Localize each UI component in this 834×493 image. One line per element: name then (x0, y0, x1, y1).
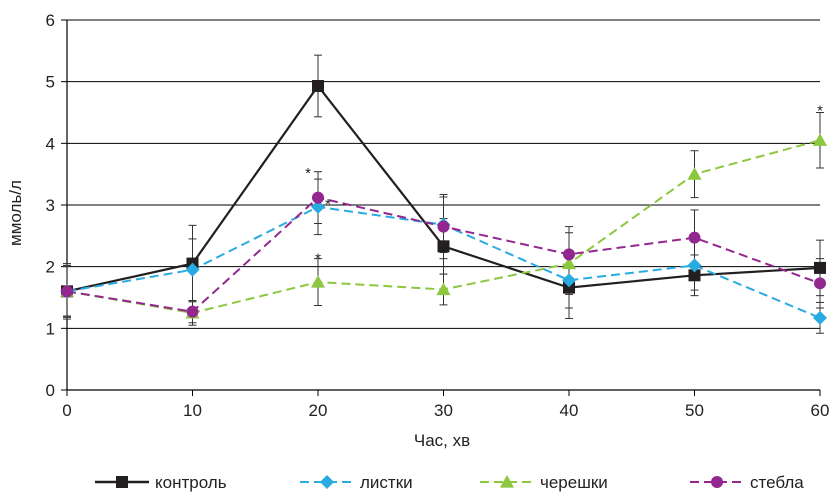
legend-marker-0 (116, 476, 128, 488)
series-markers (60, 79, 827, 325)
legend-item-0: контроль (95, 473, 227, 492)
series-3-point-0 (61, 285, 73, 298)
legend-item-3: стебла (690, 473, 804, 492)
series-0-point-2 (312, 79, 324, 92)
y-tick-label-2: 2 (46, 258, 55, 277)
legend: контроль листки черешки стебла (95, 473, 804, 492)
legend-marker-2 (500, 475, 514, 488)
y-tick-label-0: 0 (46, 381, 55, 400)
series-3-point-3 (437, 220, 450, 233)
legend-label-2: черешки (540, 473, 608, 492)
series-0-point-4 (563, 281, 575, 294)
series-2-point-6 (813, 133, 827, 146)
y-tick-labels: 0 1 2 3 4 5 6 (46, 11, 55, 400)
x-tick-label-6: 60 (811, 401, 830, 420)
legend-marker-3 (711, 476, 723, 488)
legend-label-1: листки (360, 473, 413, 492)
x-tick-label-4: 40 (560, 401, 579, 420)
annotation-star-1: * (325, 196, 331, 213)
x-tick-label-2: 20 (309, 401, 328, 420)
y-tick-label-5: 5 (46, 73, 55, 92)
significance-annotations: * * * * (305, 102, 823, 267)
legend-label-3: стебла (750, 473, 804, 492)
series-2-point-4 (562, 256, 576, 270)
series-1-point-6 (813, 310, 827, 325)
series-3-point-4 (563, 248, 575, 261)
y-tick-label-3: 3 (46, 196, 55, 215)
legend-marker-1 (320, 475, 334, 489)
series-3-point-2 (312, 191, 324, 204)
series-3-point-1 (186, 305, 199, 318)
annotation-star-2: * (315, 250, 321, 267)
series-1-point-1 (185, 262, 200, 277)
x-axis-title: Час, хв (414, 431, 470, 450)
legend-item-2: черешки (480, 473, 608, 492)
series-3-point-6 (814, 277, 826, 290)
series-1-point-4 (562, 273, 576, 288)
series-0-point-3 (437, 240, 450, 253)
x-tick-label-5: 50 (685, 401, 704, 420)
series-2-point-2 (311, 275, 325, 288)
series-0-point-5 (688, 269, 701, 282)
y-axis-title: ммоль/л (6, 180, 25, 246)
y-tick-label-4: 4 (46, 134, 55, 153)
x-tick-label-3: 30 (434, 401, 453, 420)
x-tick-label-1: 10 (183, 401, 202, 420)
series-1-point-5 (687, 258, 702, 273)
series-2-point-5 (687, 167, 702, 180)
series-3-point-5 (688, 231, 701, 244)
series-0-point-6 (814, 261, 826, 274)
series-1-point-2 (311, 199, 325, 214)
legend-label-0: контроль (155, 473, 227, 492)
y-tick-label-6: 6 (46, 11, 55, 30)
axes (61, 19, 821, 396)
legend-item-1: листки (300, 473, 413, 492)
y-tick-label-1: 1 (46, 319, 55, 338)
annotation-star-0: * (305, 165, 311, 182)
series-2-point-3 (436, 282, 451, 296)
x-tick-labels: 0 10 20 30 40 50 60 (62, 401, 829, 420)
annotation-star-3: * (817, 102, 823, 119)
x-tick-label-0: 0 (62, 401, 71, 420)
